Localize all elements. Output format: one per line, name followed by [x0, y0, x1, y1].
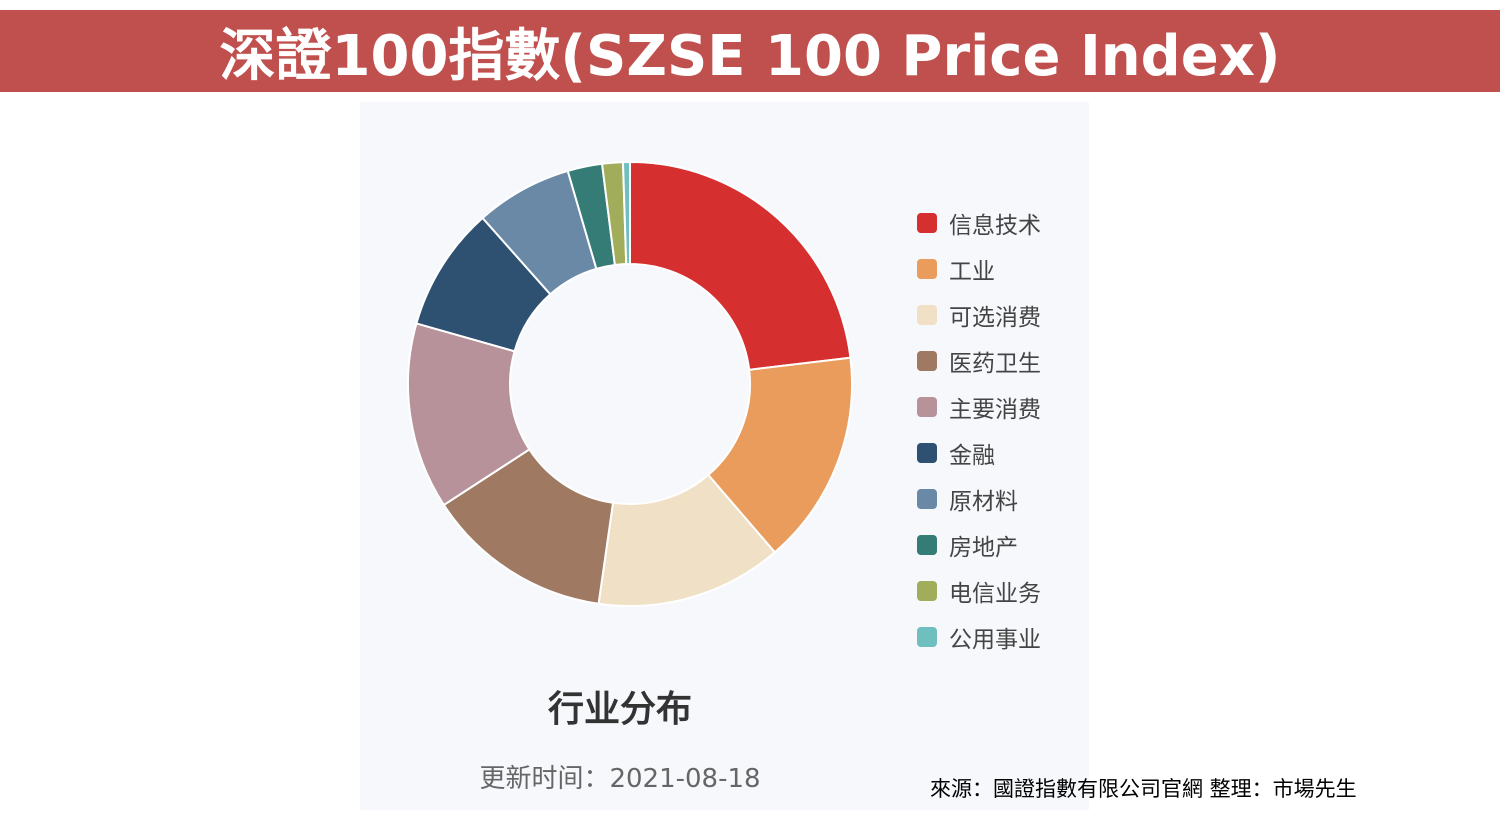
source-note: 來源：國證指數有限公司官網 整理：市場先生 [930, 777, 1357, 801]
title-banner: 深證100指數(SZSE 100 Price Index) [0, 10, 1500, 92]
legend-item-8[interactable]: 房地产 [917, 522, 1041, 568]
legend-swatch [917, 397, 937, 417]
legend-item-4[interactable]: 医药卫生 [917, 338, 1041, 384]
chart-subtitle: 更新时间：2021-08-18 [479, 764, 761, 794]
legend-swatch [917, 443, 937, 463]
legend-swatch [917, 581, 937, 601]
slice-2 [706, 356, 853, 554]
legend-label: 医药卫生 [949, 351, 1041, 377]
page-title: 深證100指數(SZSE 100 Price Index) [219, 23, 1281, 89]
legend-label: 电信业务 [949, 581, 1041, 607]
legend-label: 原材料 [949, 489, 1018, 515]
legend-label: 工业 [949, 259, 995, 285]
legend-item-2[interactable]: 工业 [917, 246, 1041, 292]
legend-swatch [917, 489, 937, 509]
chart-legend: 信息技术工业可选消费医药卫生主要消费金融原材料房地产电信业务公用事业 [917, 200, 1041, 660]
slice-10 [621, 160, 631, 266]
legend-swatch [917, 627, 937, 647]
legend-item-10[interactable]: 公用事业 [917, 614, 1041, 660]
legend-item-3[interactable]: 可选消费 [917, 292, 1041, 338]
legend-swatch [917, 305, 937, 325]
legend-swatch [917, 259, 937, 279]
legend-swatch [917, 213, 937, 233]
legend-label: 信息技术 [949, 213, 1041, 239]
legend-label: 房地产 [949, 535, 1018, 561]
slice-1 [629, 160, 852, 371]
chart-panel: 信息技术 工业 可选消费 医药卫生 主要消费 金融 原材料 房地产 电信业务 公用事业 行业分布 … [360, 102, 1089, 810]
legend-item-5[interactable]: 主要消费 [917, 384, 1041, 430]
legend-label: 可选消费 [949, 305, 1041, 331]
legend-label: 主要消费 [949, 397, 1041, 423]
legend-label: 公用事业 [949, 627, 1041, 653]
donut-chart [407, 160, 853, 607]
legend-swatch [917, 535, 937, 555]
legend-item-6[interactable]: 金融 [917, 430, 1041, 476]
legend-item-9[interactable]: 电信业务 [917, 568, 1041, 614]
legend-label: 金融 [949, 443, 995, 469]
legend-swatch [917, 351, 937, 371]
legend-item-7[interactable]: 原材料 [917, 476, 1041, 522]
chart-title: 行业分布 [547, 689, 692, 730]
legend-item-1[interactable]: 信息技术 [917, 200, 1041, 246]
